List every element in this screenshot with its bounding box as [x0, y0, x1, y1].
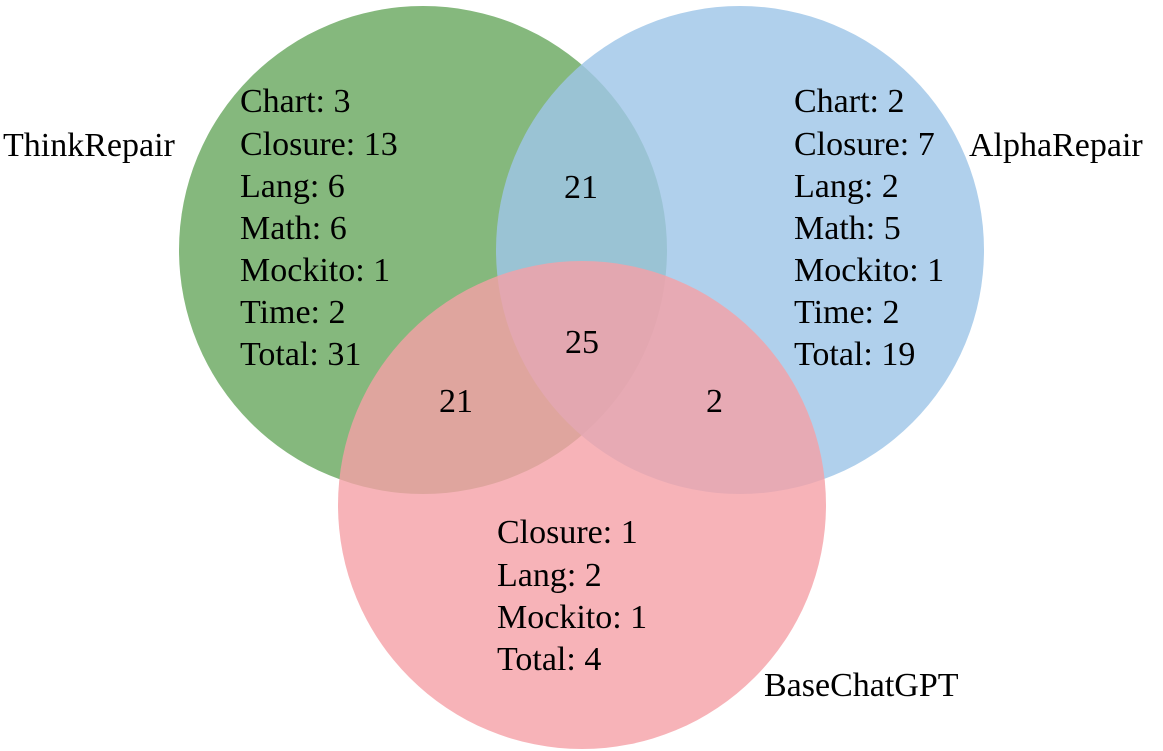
think-repair-breakdown: Chart: 3 Closure: 13 Lang: 6 Math: 6 Moc…	[240, 83, 398, 373]
breakdown-line: Total: 19	[794, 336, 915, 373]
breakdown-line: Math: 6	[240, 210, 347, 247]
breakdown-line: Lang: 2	[794, 168, 899, 205]
breakdown-line: Time: 2	[794, 294, 900, 331]
alpha-repair-breakdown: Chart: 2 Closure: 7 Lang: 2 Math: 5 Mock…	[794, 83, 944, 373]
overlap-all-three: 25	[565, 324, 599, 361]
breakdown-line: Mockito: 1	[794, 252, 944, 289]
breakdown-line: Mockito: 1	[240, 252, 390, 289]
breakdown-line: Chart: 3	[240, 83, 350, 120]
breakdown-line: Lang: 2	[497, 557, 602, 594]
base-chatgpt-circle	[338, 261, 826, 749]
breakdown-line: Math: 5	[794, 210, 901, 247]
overlap-alpha-base: 2	[706, 383, 723, 420]
overlap-think-base: 21	[439, 383, 473, 420]
overlap-think-alpha: 21	[564, 169, 598, 206]
breakdown-line: Total: 31	[240, 336, 361, 373]
alpha-repair-label: AlphaRepair	[969, 127, 1143, 164]
breakdown-line: Total: 4	[497, 641, 601, 678]
breakdown-line: Lang: 6	[240, 168, 345, 205]
breakdown-line: Closure: 1	[497, 514, 638, 551]
base-chatgpt-label: BaseChatGPT	[764, 667, 959, 704]
breakdown-line: Closure: 13	[240, 126, 398, 163]
breakdown-line: Chart: 2	[794, 83, 904, 120]
base-chatgpt-breakdown: Closure: 1 Lang: 2 Mockito: 1 Total: 4	[497, 514, 647, 678]
breakdown-line: Closure: 7	[794, 126, 935, 163]
breakdown-line: Mockito: 1	[497, 599, 647, 636]
breakdown-line: Time: 2	[240, 294, 346, 331]
think-repair-label: ThinkRepair	[3, 127, 176, 164]
